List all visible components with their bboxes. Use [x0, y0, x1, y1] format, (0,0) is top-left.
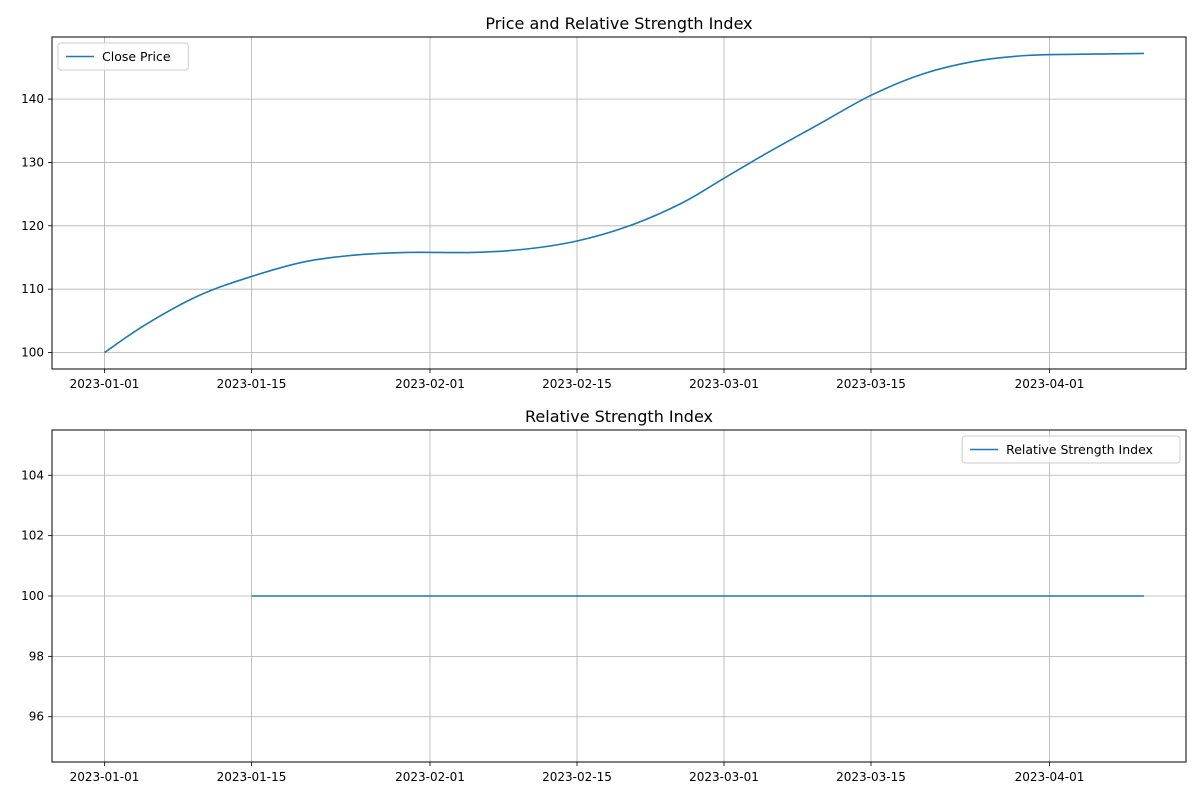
x-tick-label: 2023-01-15 [217, 770, 287, 784]
x-tick-label: 2023-04-01 [1015, 770, 1085, 784]
y-tick-label: 130 [21, 155, 44, 169]
y-tick-label: 110 [21, 282, 44, 296]
legend: Relative Strength Index [961, 435, 1181, 464]
y-tick-label: 104 [21, 468, 44, 482]
y-tick-label: 98 [29, 649, 44, 663]
series-line-1-1 [104, 52, 1145, 354]
x-tick-label: 2023-02-15 [542, 770, 612, 784]
y-tick-label: 100 [21, 589, 44, 603]
chart-panel-1: Price and Relative Strength Index 2023-01… [21, 14, 1187, 391]
x-tick-label: 2023-01-01 [70, 770, 140, 784]
plot-frame [51, 36, 1187, 370]
x-tick-label: 2023-03-01 [689, 770, 759, 784]
x-tick-label: 2023-02-15 [542, 377, 612, 391]
chart-title: Price and Relative Strength Index [485, 14, 752, 33]
x-tick-label: 2023-01-15 [217, 377, 287, 391]
x-tick-label: 2023-03-15 [836, 377, 906, 391]
x-tick-label: 2023-02-01 [395, 770, 465, 784]
x-tick-label: 2023-02-01 [395, 377, 465, 391]
legend-label: Close Price [102, 49, 171, 64]
chart-title: Relative Strength Index [525, 407, 713, 426]
x-tick-label: 2023-04-01 [1015, 377, 1085, 391]
legend: Close Price [57, 42, 189, 71]
y-tick-label: 140 [21, 92, 44, 106]
x-tick-label: 2023-01-01 [70, 377, 140, 391]
legend-label: Relative Strength Index [1006, 442, 1153, 457]
legend-box [961, 435, 1181, 464]
plot-frame [51, 429, 1187, 763]
x-tick-label: 2023-03-15 [836, 770, 906, 784]
chart-panel-2: Relative Strength Index 2023-01-01 2023-01… [21, 407, 1187, 784]
y-tick-label: 96 [29, 710, 44, 724]
x-tick-label: 2023-03-01 [689, 377, 759, 391]
legend-box [57, 42, 189, 71]
y-tick-label: 120 [21, 219, 44, 233]
y-tick-label: 100 [21, 346, 44, 360]
y-tick-label: 102 [21, 529, 44, 543]
